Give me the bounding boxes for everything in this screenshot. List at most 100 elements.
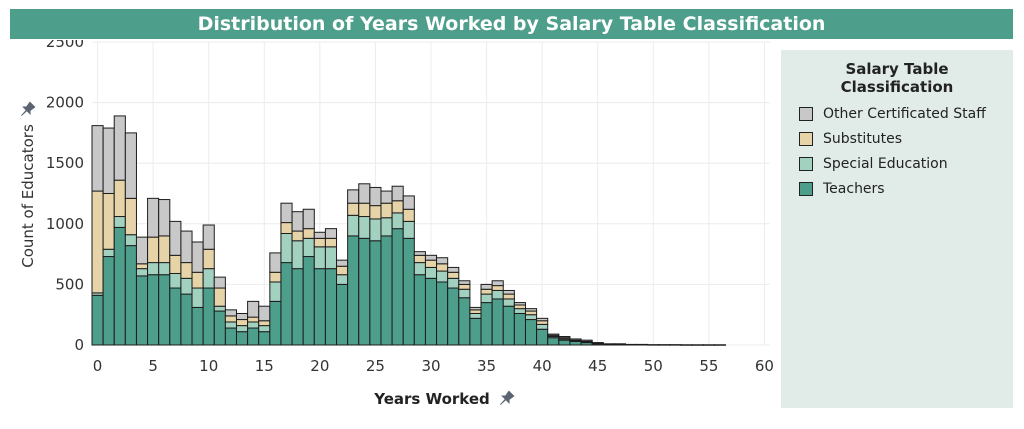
x-tick-label: 45 — [588, 357, 607, 375]
bar-segment — [524, 308, 538, 312]
bar-segment — [124, 234, 137, 247]
bar-segment — [469, 306, 482, 311]
bar-segment — [235, 325, 249, 333]
bar-segment — [536, 317, 549, 322]
bar-segment — [336, 283, 349, 346]
bar-segment — [402, 208, 415, 222]
bar-segment — [480, 288, 493, 295]
bar-segment — [258, 325, 271, 333]
bar-segment — [213, 287, 226, 307]
legend-item-substitutes[interactable]: Substitutes — [789, 127, 1013, 152]
bar-segment — [580, 339, 593, 342]
bar-segment — [369, 186, 382, 207]
x-tick-label: 5 — [148, 357, 158, 375]
bar-segment — [235, 312, 249, 321]
bar-segment — [224, 309, 237, 317]
chart-title: Distribution of Years Worked by Salary T… — [10, 9, 1013, 39]
bar-segment — [113, 115, 126, 181]
bar-segment — [591, 342, 604, 344]
bar-segment — [91, 190, 104, 294]
x-tick-label: 60 — [755, 357, 774, 375]
bar-segment — [402, 237, 415, 346]
bar-segment — [413, 274, 426, 346]
bar-segment — [191, 306, 204, 346]
bar-segment — [402, 220, 415, 239]
bar-segment — [280, 202, 293, 224]
bar-segment — [613, 343, 627, 345]
bar-segment — [513, 302, 526, 306]
bar-segment — [502, 289, 515, 295]
bar-segment — [669, 344, 682, 346]
bar-segment — [324, 228, 338, 239]
bar-segment — [413, 262, 426, 276]
bar-segment — [202, 287, 215, 346]
bar-segment — [180, 262, 193, 279]
bar-segment — [502, 293, 515, 300]
bar-segment — [436, 263, 449, 272]
bar-segment — [291, 268, 304, 346]
x-tick-label: 40 — [533, 357, 552, 375]
bar-segment — [691, 344, 704, 346]
bar-segment — [402, 195, 415, 210]
bar-segment — [558, 339, 571, 346]
bar-segment — [124, 245, 137, 346]
bar-segment — [113, 226, 126, 346]
bar-segment — [91, 294, 104, 346]
bar-segment — [458, 288, 471, 299]
y-axis-pin-icon[interactable] — [17, 100, 37, 120]
x-tick-label: 35 — [477, 357, 496, 375]
legend-item-other-certificated-staff[interactable]: Other Certificated Staff — [789, 102, 1013, 127]
bar-segment — [280, 262, 293, 346]
chart-area: 0 500 1000 1500 2000 2500 0 5 10 15 20 25 30 35 40 45 50… — [17, 40, 774, 409]
bar-segment — [202, 224, 215, 250]
x-axis-pin-icon[interactable] — [496, 389, 516, 409]
bar-segment — [424, 266, 438, 279]
bar-segment — [447, 271, 460, 279]
bar-segment — [436, 257, 449, 265]
bar-segment — [569, 340, 582, 346]
y-tick-label: 1000 — [46, 215, 84, 233]
bar-segment — [347, 202, 360, 216]
bar-segment — [480, 302, 493, 346]
bar-segment — [380, 235, 393, 346]
bar-segment — [380, 217, 393, 237]
legend-item-teachers[interactable]: Teachers — [789, 177, 1013, 202]
bar-segment — [313, 237, 326, 248]
bar-segment — [247, 316, 260, 323]
bar-segment — [647, 344, 660, 346]
x-tick-label: 25 — [366, 357, 385, 375]
bar-segment — [547, 337, 560, 346]
bar-segment — [547, 333, 560, 336]
bar-segment — [491, 289, 504, 300]
legend: Salary Table Classification Other Certif… — [781, 50, 1013, 408]
bar-segment — [102, 248, 115, 258]
bar-segment — [369, 240, 382, 346]
bar-segment — [380, 190, 393, 204]
bar-segment — [324, 237, 338, 248]
bar-segment — [224, 321, 237, 329]
bar-segment — [158, 274, 171, 346]
bar-segment — [380, 202, 393, 219]
legend-item-special-education[interactable]: Special Education — [789, 152, 1013, 177]
bar-segment — [213, 310, 226, 346]
bar-segment — [124, 197, 137, 236]
bar-segment — [436, 281, 449, 346]
x-axis-label: Years Worked — [373, 390, 490, 408]
bar-segment — [269, 252, 282, 273]
bar-segment — [336, 259, 349, 267]
bar-segment — [291, 211, 304, 232]
bar-segment — [102, 127, 115, 194]
bar-segment — [636, 343, 649, 346]
bar-segment — [524, 319, 538, 346]
bar-segment — [480, 283, 493, 290]
bar-segment — [258, 331, 271, 346]
legend-swatch — [799, 157, 813, 171]
bar-segment — [213, 305, 226, 312]
bar-segment — [224, 315, 237, 323]
bar-segment — [513, 304, 526, 310]
bar-segment — [191, 241, 204, 273]
x-tick-label: 0 — [93, 357, 103, 375]
bar-segment — [458, 283, 471, 290]
bar-segment — [491, 285, 504, 291]
x-tick-label: 15 — [255, 357, 274, 375]
